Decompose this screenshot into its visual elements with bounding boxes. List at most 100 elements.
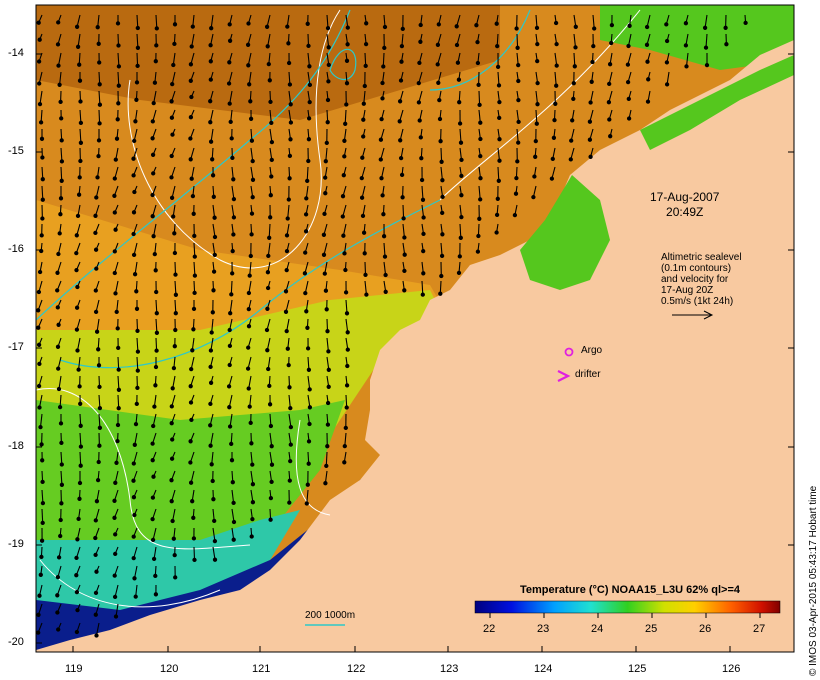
velocity-arrow-head [112,573,117,578]
velocity-arrow-head [326,349,331,354]
x-tick-label: 121 [252,663,271,675]
velocity-arrow-head [56,63,61,68]
velocity-arrow-head [36,630,41,635]
colorbar-tick-label: 25 [645,623,658,635]
velocity-arrow-head [269,139,275,145]
velocity-arrow-head [112,249,117,254]
velocity-arrow-head [59,116,64,121]
velocity-arrow-head [475,60,481,66]
velocity-arrow-head [247,273,252,278]
velocity-arrow-head [549,176,555,181]
velocity-arrow-head [437,97,442,103]
velocity-arrow-head [326,367,331,372]
velocity-arrow-head [455,60,461,65]
velocity-arrow-head [97,425,103,430]
velocity-arrow-head [246,386,251,391]
velocity-arrow-head [57,231,62,236]
velocity-arrow-head [248,420,253,426]
velocity-arrow-head [169,115,175,120]
velocity-arrow-head [116,367,121,372]
velocity-arrow [307,71,311,85]
velocity-arrow-head [497,158,502,163]
velocity-arrow-head [116,406,121,411]
velocity-arrow-head [265,270,271,275]
velocity-arrow-head [231,196,237,202]
velocity-arrow-head [37,37,42,42]
velocity-arrow-head [478,136,483,142]
velocity-arrow-head [132,272,138,277]
velocity-arrow-head [76,367,81,372]
velocity-arrow-head [495,43,500,49]
velocity-arrow-head [302,271,308,276]
argo-label: Argo [581,345,603,356]
velocity-arrow-head [326,62,331,68]
velocity-arrow [535,109,538,124]
velocity-arrow [210,14,214,29]
velocity-arrow-head [208,348,214,353]
velocity-arrow-head [478,197,483,202]
velocity-arrow-head [55,305,60,310]
velocity-arrow-head [188,78,193,83]
velocity-arrow-head [364,292,369,297]
velocity-arrow-head [419,177,425,183]
velocity-arrow-head [192,273,198,278]
velocity-arrow-head [515,159,520,164]
velocity-arrow-head [264,24,270,29]
velocity-arrow-head [188,157,193,162]
velocity-arrow-head [644,42,650,47]
velocity-arrow-head [305,178,310,184]
velocity-arrow-head [267,402,273,407]
velocity-arrow-head [325,97,331,103]
velocity-arrow-head [533,138,538,144]
velocity-arrow-head [96,41,101,46]
velocity-arrow [535,90,539,105]
velocity-arrow-head [664,60,670,65]
velocity-arrow-head [288,458,293,464]
velocity-arrow-head [55,270,60,275]
y-tick-label: -19 [8,538,24,550]
velocity-arrow-head [704,62,710,68]
velocity-arrow-head [421,271,426,276]
colorbar-tick-label: 24 [591,623,604,635]
velocity-arrow-head [266,253,271,259]
velocity-arrow-head [458,235,463,240]
velocity-arrow-head [55,42,61,47]
velocity-arrow-head [93,213,98,218]
velocity-arrow-head [420,197,426,202]
velocity-arrow-head [340,194,346,199]
velocity-arrow-head [344,81,350,86]
velocity-arrow-head [516,97,521,103]
velocity-arrow-head [246,306,251,312]
velocity-arrow-head [78,401,83,406]
velocity-arrow-head [645,59,650,64]
velocity-arrow-head [78,423,83,428]
velocity-arrow-head [112,176,117,181]
velocity-arrow-head [115,438,120,444]
velocity-arrow-head [533,154,538,159]
velocity-arrow [516,128,519,143]
altimetry-line: (0.1m contours) [661,263,732,274]
velocity-arrow-head [172,41,177,47]
velocity-arrow-head [77,62,82,67]
velocity-arrow-head [379,176,384,181]
velocity-arrow-head [284,267,289,273]
velocity-arrow-head [93,288,98,293]
velocity-arrow-head [58,212,63,217]
velocity-arrow-head [40,500,46,506]
velocity-arrow [117,71,120,86]
velocity-arrow-head [397,119,402,124]
velocity-arrow-head [248,99,253,104]
velocity-arrow-head [608,134,613,139]
velocity-arrow-head [288,442,293,447]
velocity-arrow-head [94,329,100,334]
velocity-arrow [326,337,329,352]
velocity-arrow-head [75,607,80,613]
velocity-arrow-head [151,474,156,479]
velocity-arrow-head [208,401,213,407]
velocity-arrow [535,14,538,28]
velocity-arrow-head [95,25,100,30]
altimetry-line: 17-Aug 20Z [661,285,714,296]
velocity-arrow-head [248,253,253,259]
velocity-arrow-head [516,62,521,68]
velocity-arrow-head [306,43,311,49]
